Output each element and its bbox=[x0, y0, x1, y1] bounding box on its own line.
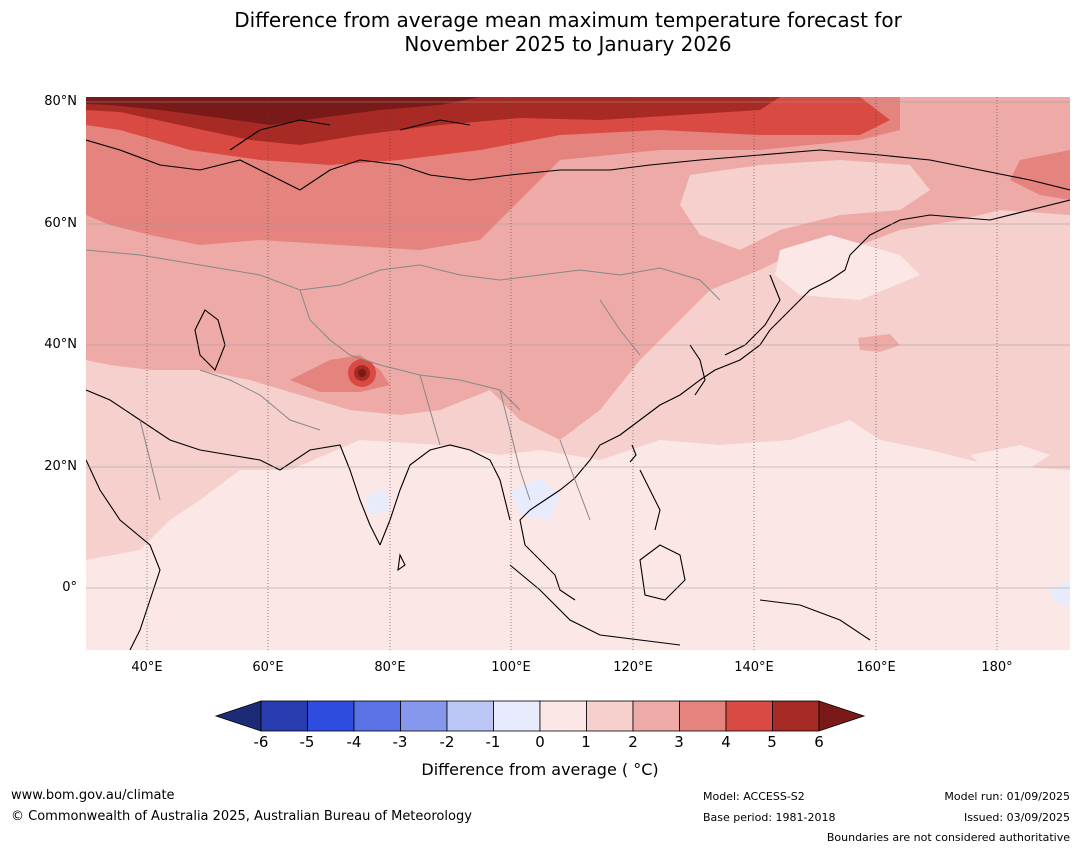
lon-label-120e: 120°E bbox=[613, 660, 653, 675]
anomaly-zone-above-6 bbox=[86, 97, 480, 125]
colorbar-segment bbox=[307, 700, 355, 732]
footer-website[interactable]: www.bom.gov.au/climate bbox=[11, 788, 175, 803]
map-title: Difference from average mean maximum tem… bbox=[0, 8, 1081, 56]
lat-label-40n: 40°N bbox=[44, 337, 77, 352]
lon-label-160e: 160°E bbox=[856, 660, 896, 675]
colorbar-tick: 6 bbox=[814, 733, 824, 751]
lon-label-80e: 80°E bbox=[374, 660, 406, 675]
colorbar-segment bbox=[772, 700, 820, 732]
colorbar-segment bbox=[679, 700, 727, 732]
colorbar-tick: -1 bbox=[485, 733, 501, 751]
colorbar-extend-low bbox=[214, 700, 262, 732]
colorbar-segment bbox=[539, 700, 587, 732]
map-area bbox=[86, 97, 1070, 650]
colorbar-segment bbox=[260, 700, 308, 732]
coastlines bbox=[86, 119, 1070, 650]
colorbar-tick: 5 bbox=[767, 733, 777, 751]
colorbar-tick: -3 bbox=[392, 733, 408, 751]
lon-label-100e: 100°E bbox=[491, 660, 531, 675]
footer-model: Model: ACCESS-S2 bbox=[703, 790, 805, 803]
anomaly-cool-patch-india bbox=[365, 490, 390, 515]
colorbar-label: Difference from average ( °C) bbox=[421, 760, 659, 779]
anomaly-patch-pacific-2-3 bbox=[858, 334, 900, 352]
lon-label-60e: 60°E bbox=[252, 660, 284, 675]
footer-boundaries-note: Boundaries are not considered authoritat… bbox=[826, 831, 1070, 844]
longitude-gridlines bbox=[146, 97, 998, 650]
colorbar-tick: 2 bbox=[628, 733, 638, 751]
anomaly-patch-east bbox=[1010, 150, 1070, 200]
colorbar-tick: 0 bbox=[535, 733, 545, 751]
colorbar-segment bbox=[725, 700, 773, 732]
colorbar bbox=[214, 700, 866, 732]
colorbar-segment bbox=[446, 700, 494, 732]
footer-model-run: Model run: 01/09/2025 bbox=[944, 790, 1070, 803]
country-borders bbox=[86, 249, 721, 521]
colorbar-extend-high bbox=[818, 700, 866, 732]
footer-base-period: Base period: 1981-2018 bbox=[703, 811, 836, 824]
colorbar-tick: -6 bbox=[253, 733, 269, 751]
colorbar-tick: -5 bbox=[299, 733, 315, 751]
colorbar-tick: 4 bbox=[721, 733, 731, 751]
colorbar-segment bbox=[632, 700, 680, 732]
anomaly-cool-patch-indochina bbox=[510, 478, 560, 520]
colorbar-tick: -2 bbox=[439, 733, 455, 751]
anomaly-hotspot-inner bbox=[358, 369, 366, 377]
title-line-1: Difference from average mean maximum tem… bbox=[234, 8, 902, 32]
colorbar-segment bbox=[493, 700, 541, 732]
lat-label-0: 0° bbox=[62, 580, 77, 595]
footer-copyright: © Commonwealth of Australia 2025, Austra… bbox=[11, 809, 472, 824]
colorbar-tick: 3 bbox=[674, 733, 684, 751]
anomaly-patch-east-siberia bbox=[680, 160, 930, 250]
colorbar-segment bbox=[400, 700, 448, 732]
colorbar-segment bbox=[586, 700, 634, 732]
lat-label-20n: 20°N bbox=[44, 459, 77, 474]
title-line-2: November 2025 to January 2026 bbox=[404, 32, 732, 56]
latitude-gridlines bbox=[86, 101, 1070, 589]
lat-label-60n: 60°N bbox=[44, 216, 77, 231]
lon-label-40e: 40°E bbox=[131, 660, 163, 675]
colorbar-segment bbox=[353, 700, 401, 732]
colorbar-tick: -4 bbox=[346, 733, 362, 751]
colorbar-tick: 1 bbox=[581, 733, 591, 751]
lon-label-140e: 140°E bbox=[734, 660, 774, 675]
anomaly-patch-japan-sea bbox=[775, 235, 920, 300]
anomaly-cool-patch-pacific bbox=[1050, 580, 1070, 605]
anomaly-patch-pacific-0-1 bbox=[970, 445, 1050, 468]
lat-label-80n: 80°N bbox=[44, 94, 77, 109]
lon-label-180: 180° bbox=[981, 660, 1013, 675]
footer-issued: Issued: 03/09/2025 bbox=[963, 811, 1070, 824]
